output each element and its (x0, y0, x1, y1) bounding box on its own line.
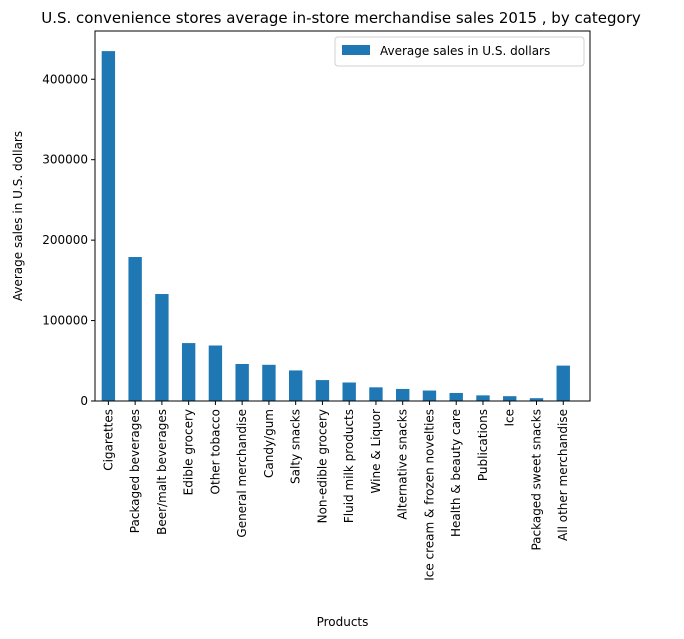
bar-2 (155, 294, 169, 401)
bar-9 (342, 382, 356, 401)
bar-10 (369, 387, 383, 401)
x-tick-label-11: Alternative snacks (396, 409, 410, 520)
x-tick-label-12: Ice cream & frozen novelties (422, 409, 436, 581)
bar-4 (208, 345, 223, 401)
x-tick-label-10: Wine & Liquor (369, 409, 383, 493)
x-tick-label-9: Fluid milk products (342, 409, 356, 523)
y-tick-label-1: 100000 (42, 314, 88, 328)
bar-6 (262, 364, 276, 401)
y-axis-label: Average sales in U.S. dollars (11, 131, 25, 301)
x-tick-label-4: Other tobacco (208, 409, 222, 494)
y-axis: 0 100000 200000 300000 400000 (42, 72, 95, 408)
bar-14 (476, 395, 490, 401)
bars-group (101, 51, 570, 401)
y-tick-label-3: 300000 (42, 153, 88, 167)
x-tick-label-6: Candy/gum (262, 409, 276, 478)
bar-16 (529, 398, 544, 401)
bar-15 (503, 396, 517, 401)
x-tick-label-15: Ice (503, 409, 517, 427)
x-tick-label-3: Edible grocery (182, 409, 196, 495)
chart-title: U.S. convenience stores average in-store… (41, 9, 641, 27)
x-tick-label-8: Non-edible grocery (315, 409, 329, 523)
plot-frame (94, 30, 591, 402)
x-tick-label-7: Salty snacks (289, 409, 303, 484)
legend-label: Average sales in U.S. dollars (380, 44, 550, 58)
x-tick-label-14: Publications (476, 409, 490, 481)
legend-swatch (342, 45, 370, 55)
bar-12 (422, 390, 437, 401)
bar-0 (101, 51, 116, 401)
bar-13 (449, 392, 463, 401)
x-tick-label-16: Packaged sweet snacks (529, 409, 543, 551)
bar-1 (128, 257, 142, 401)
legend: Average sales in U.S. dollars (334, 36, 585, 67)
x-tick-label-1: Packaged beverages (128, 409, 142, 533)
x-axis-label: Products (317, 615, 369, 629)
bar-17 (556, 365, 570, 401)
x-axis: Cigarettes Packaged beverages Beer/malt be… (101, 401, 570, 581)
x-tick-label-2: Beer/malt beverages (155, 409, 169, 535)
x-tick-label-13: Health & beauty care (449, 409, 463, 537)
bar-11 (396, 388, 410, 401)
y-tick-label-4: 400000 (42, 72, 88, 86)
y-tick-label-2: 200000 (42, 233, 88, 247)
x-tick-label-17: All other merchandise (556, 409, 570, 541)
bar-3 (181, 343, 196, 401)
y-tick-label-0: 0 (80, 394, 88, 408)
x-tick-label-0: Cigarettes (101, 409, 115, 471)
bar-5 (235, 364, 249, 401)
bar-7 (288, 370, 303, 401)
bar-8 (315, 380, 330, 401)
x-tick-label-5: General merchandise (235, 409, 249, 538)
legend-box (334, 36, 585, 67)
